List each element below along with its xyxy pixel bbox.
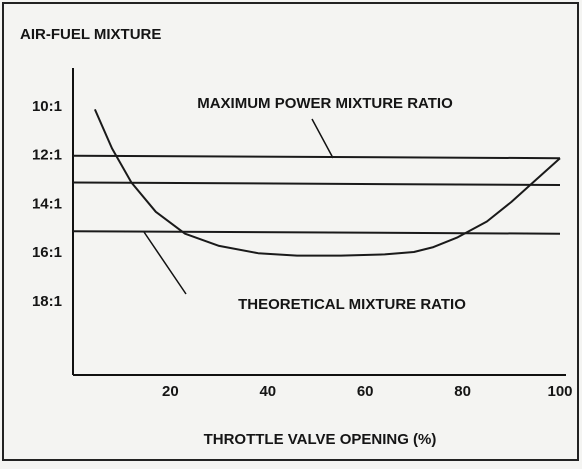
x-tick-label: 40 — [259, 383, 276, 400]
y-tick-label: 16:1 — [32, 244, 62, 261]
line — [93, 108, 561, 257]
line — [72, 154, 561, 160]
line — [72, 230, 561, 235]
x-tick-label: 80 — [454, 383, 471, 400]
x-tick-label: 60 — [357, 383, 374, 400]
x-tick-label: 100 — [547, 383, 572, 400]
y-tick-label: 14:1 — [32, 195, 62, 212]
annotation: MAXIMUM POWER MIXTURE RATIO — [197, 95, 453, 112]
x-tick-label: 20 — [162, 383, 179, 400]
annotation: THEORETICAL MIXTURE RATIO — [238, 296, 466, 313]
y-tick-label: 12:1 — [32, 147, 62, 164]
leader-line — [311, 118, 334, 159]
x-axis-label: THROTTLE VALVE OPENING (%) — [204, 431, 437, 448]
y-tick-label: 18:1 — [32, 293, 62, 310]
y-tick-label: 10:1 — [32, 98, 62, 115]
leader-line — [143, 231, 187, 295]
line — [72, 181, 561, 186]
y-axis-label: AIR-FUEL MIXTURE — [20, 26, 161, 43]
